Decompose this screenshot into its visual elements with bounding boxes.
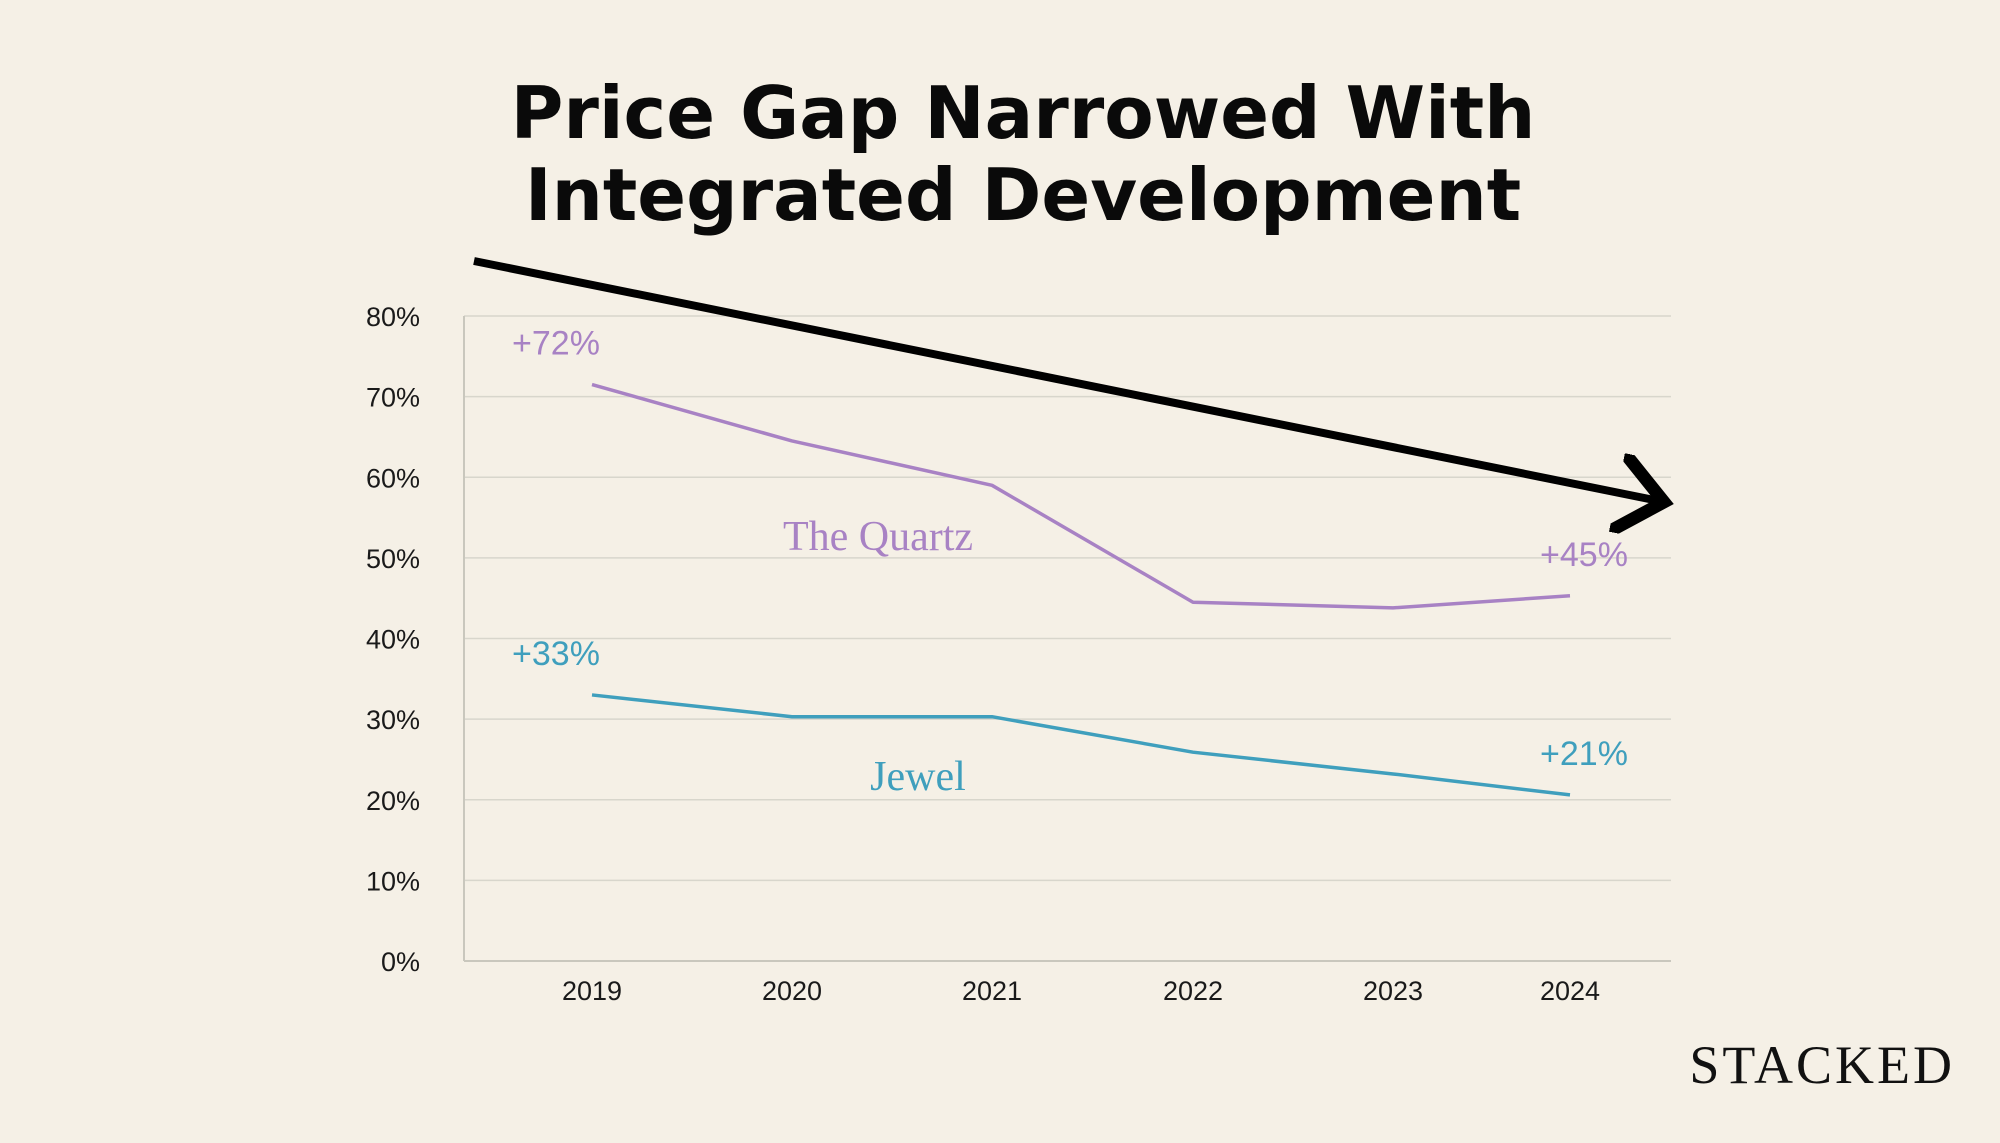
series-line-quartz	[591, 382, 1571, 610]
end-value-label-quartz: +45%	[1540, 536, 1628, 574]
x-tick-label: 2021	[962, 976, 1022, 1006]
start-value-label-quartz: +72%	[512, 325, 600, 363]
y-tick-label: 70%	[366, 383, 420, 413]
start-value-label-jewel: +33%	[512, 635, 600, 673]
x-tick-label: 2020	[762, 976, 822, 1006]
x-tick-label: 2023	[1363, 976, 1423, 1006]
series-labels: +72% +45% The Quartz +33% +21% Jewel	[512, 325, 1628, 800]
chart-title-line-2: Integrated Development	[525, 153, 1521, 237]
trend-arrow	[473, 257, 1664, 502]
y-tick-label: 80%	[366, 302, 420, 332]
y-tick-label: 60%	[366, 463, 420, 493]
x-tick-label: 2024	[1540, 976, 1600, 1006]
y-axis-ticks: 0% 10% 20% 30% 40% 50% 60% 70% 80%	[366, 302, 420, 977]
y-tick-label: 50%	[366, 544, 420, 574]
gridlines	[464, 315, 1671, 882]
x-axis-ticks: 2019 2020 2021 2022 2023 2024	[562, 976, 1600, 1006]
y-tick-label: 20%	[366, 786, 420, 816]
y-tick-label: 0%	[381, 947, 420, 977]
series-line-jewel	[591, 693, 1571, 797]
y-tick-label: 30%	[366, 705, 420, 735]
y-tick-label: 10%	[366, 866, 420, 896]
x-tick-label: 2022	[1163, 976, 1223, 1006]
end-value-label-jewel: +21%	[1540, 735, 1628, 773]
series-lines	[591, 382, 1571, 797]
y-tick-label: 40%	[366, 625, 420, 655]
axes	[463, 316, 1671, 962]
series-name-quartz: The Quartz	[783, 514, 973, 560]
x-tick-label: 2019	[562, 976, 622, 1006]
chart-title-line-1: Price Gap Narrowed With	[511, 71, 1536, 155]
brand-logo: STACKED	[1689, 1035, 1955, 1095]
series-name-jewel: Jewel	[870, 754, 966, 800]
